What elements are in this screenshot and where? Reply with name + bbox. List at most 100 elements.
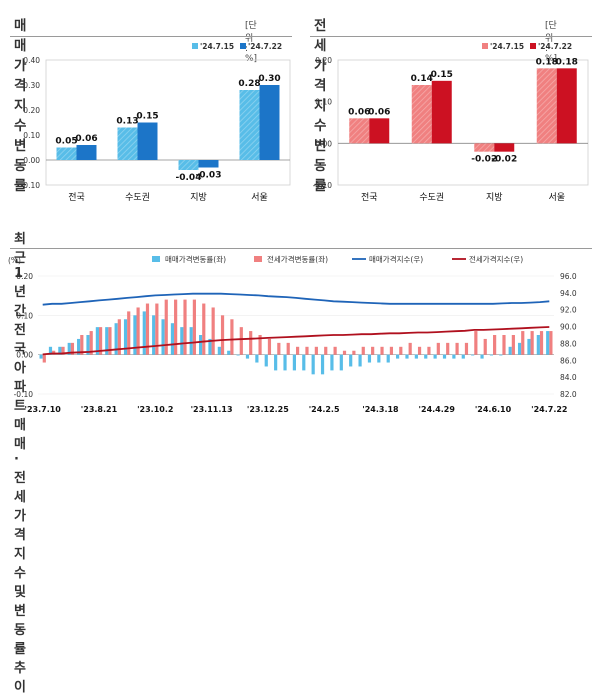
trend-bar-sale xyxy=(330,354,334,371)
trend-bar-jeonse xyxy=(371,346,375,355)
trend-bar-sale xyxy=(152,315,156,355)
jeonse-title-rule xyxy=(310,36,592,37)
trend-bar-sale xyxy=(105,327,109,355)
trend-bar-sale xyxy=(283,354,287,371)
trend-bar-sale xyxy=(377,354,381,363)
sale-legend-label: '24.7.22 xyxy=(248,42,282,51)
trend-bar-jeonse xyxy=(464,342,469,355)
trend-bar-jeonse xyxy=(230,319,234,355)
jeonse-data-label: 0.18 xyxy=(536,57,558,67)
trend-bar-jeonse xyxy=(70,342,75,355)
sale-category-label: 수도권 xyxy=(125,191,150,203)
trend-ytick-left: 0.00 xyxy=(16,351,33,360)
jeonse-bar-prev xyxy=(411,85,432,144)
jeonse-data-label: 0.06 xyxy=(348,107,370,117)
trend-bar-sale xyxy=(452,354,456,359)
trend-bar-sale xyxy=(302,354,306,371)
trend-bar-sale xyxy=(489,354,494,356)
sale-bar-prev xyxy=(117,127,138,160)
sale-data-label: 0.05 xyxy=(55,137,77,147)
trend-line-sale-index xyxy=(42,292,550,306)
trend-bar-sale xyxy=(536,335,540,355)
trend-title-rule xyxy=(10,248,592,249)
trend-bar-sale xyxy=(517,342,522,355)
sale-bar-prev xyxy=(178,160,199,170)
trend-bar-jeonse xyxy=(80,335,84,355)
trend-bar-sale xyxy=(461,354,465,359)
sale-ytick-label: 0.10 xyxy=(23,131,40,140)
trend-legend-label: 매매가격변동률(좌) xyxy=(165,254,226,264)
trend-bar-jeonse xyxy=(286,342,290,355)
jeonse-change-chart: 0.20 0.10 0.00 -0.10 0.060.06 전국 0.140.15 수도권 -0… xyxy=(313,42,589,203)
sale-bar-prev xyxy=(56,147,77,160)
trend-bar-sale xyxy=(292,354,296,371)
trend-bar-jeonse xyxy=(549,331,553,355)
trend-ytick-left: 0.20 xyxy=(16,272,33,281)
jeonse-data-label: -0.02 xyxy=(471,155,497,165)
trend-bar-jeonse xyxy=(296,346,300,355)
trend-bar-jeonse xyxy=(108,327,112,355)
trend-xtick-label: '24.3.18 xyxy=(362,405,399,414)
jeonse-plot-frame xyxy=(337,59,589,186)
trend-bar-jeonse xyxy=(521,331,525,355)
trend-line-jeonse-index xyxy=(42,326,550,356)
trend-bar-sale xyxy=(386,354,390,363)
trend-ytick-right: 92.0 xyxy=(560,306,577,315)
trend-xtick-label: '24.4.29 xyxy=(419,405,456,414)
trend-bar-jeonse xyxy=(389,346,394,355)
trend-legend-label: 전세가격지수(우) xyxy=(469,254,523,264)
trend-bar-jeonse xyxy=(408,342,412,355)
sale-category-label: 전국 xyxy=(68,192,85,203)
sale-ytick-label: 0.30 xyxy=(23,81,40,90)
trend-bar-sale xyxy=(245,354,250,359)
trend-bar-jeonse xyxy=(42,354,46,363)
trend-bar-jeonse xyxy=(136,307,140,355)
trend-ytick-right: 90.0 xyxy=(560,323,577,332)
trend-bar-sale xyxy=(367,354,372,363)
trend-bar-jeonse xyxy=(483,338,487,355)
trend-bar-sale xyxy=(320,354,325,375)
trend-bar-sale xyxy=(39,354,43,359)
trend-bar-sale xyxy=(433,354,437,359)
trend-bar-jeonse xyxy=(361,346,365,355)
trend-bar-sale xyxy=(48,346,53,355)
jeonse-data-label: 0.06 xyxy=(368,107,390,117)
jeonse-ytick-label: -0.10 xyxy=(313,181,333,190)
sale-ytick-label: 0.40 xyxy=(23,56,40,65)
jeonse-bar-curr xyxy=(369,118,390,144)
trend-bar-sale xyxy=(67,342,71,355)
trend-bar-jeonse xyxy=(417,346,422,355)
trend-bar-sale xyxy=(142,311,146,355)
jeonse-category-label: 수도권 xyxy=(419,191,444,203)
jeonse-legend-label: '24.7.22 xyxy=(538,42,572,51)
trend-bar-sale xyxy=(236,354,240,356)
trend-bar-sale xyxy=(86,335,90,355)
trend-bar-sale xyxy=(198,335,203,355)
trend-bar-sale xyxy=(133,315,137,355)
trend-bar-sale xyxy=(546,331,550,355)
jeonse-bar-prev xyxy=(536,68,557,144)
trend-bar-jeonse xyxy=(183,299,187,355)
trend-bar-sale xyxy=(499,354,503,356)
sale-legend-swatch xyxy=(192,43,198,49)
trend-bar-jeonse xyxy=(155,303,159,355)
trend-xtick-label: '23.7.10 xyxy=(25,405,62,414)
jeonse-data-label: 0.18 xyxy=(556,57,578,67)
trend-ytick-left: 0.10 xyxy=(16,311,33,320)
trend-bar-jeonse xyxy=(164,299,168,355)
jeonse-category-label: 전국 xyxy=(361,192,378,203)
trend-bar-jeonse xyxy=(61,346,65,355)
trend-bar-jeonse xyxy=(446,342,450,355)
jeonse-data-label: -0.02 xyxy=(491,155,517,165)
sale-bar-curr xyxy=(137,122,158,160)
sale-category-label: 서울 xyxy=(251,192,268,203)
sale-data-label: 0.15 xyxy=(136,112,158,122)
trend-bar-sale xyxy=(77,338,81,355)
jeonse-panel-title: 전세가격지수 변동률 xyxy=(314,18,326,194)
trend-bar-jeonse xyxy=(220,315,225,355)
trend-bar-sale xyxy=(123,319,128,355)
trend-bar-jeonse xyxy=(324,346,328,355)
jeonse-data-label: 0.15 xyxy=(431,70,453,80)
sale-data-label: 0.13 xyxy=(116,117,138,127)
trend-legend-label: 전세가격변동률(좌) xyxy=(267,254,328,264)
